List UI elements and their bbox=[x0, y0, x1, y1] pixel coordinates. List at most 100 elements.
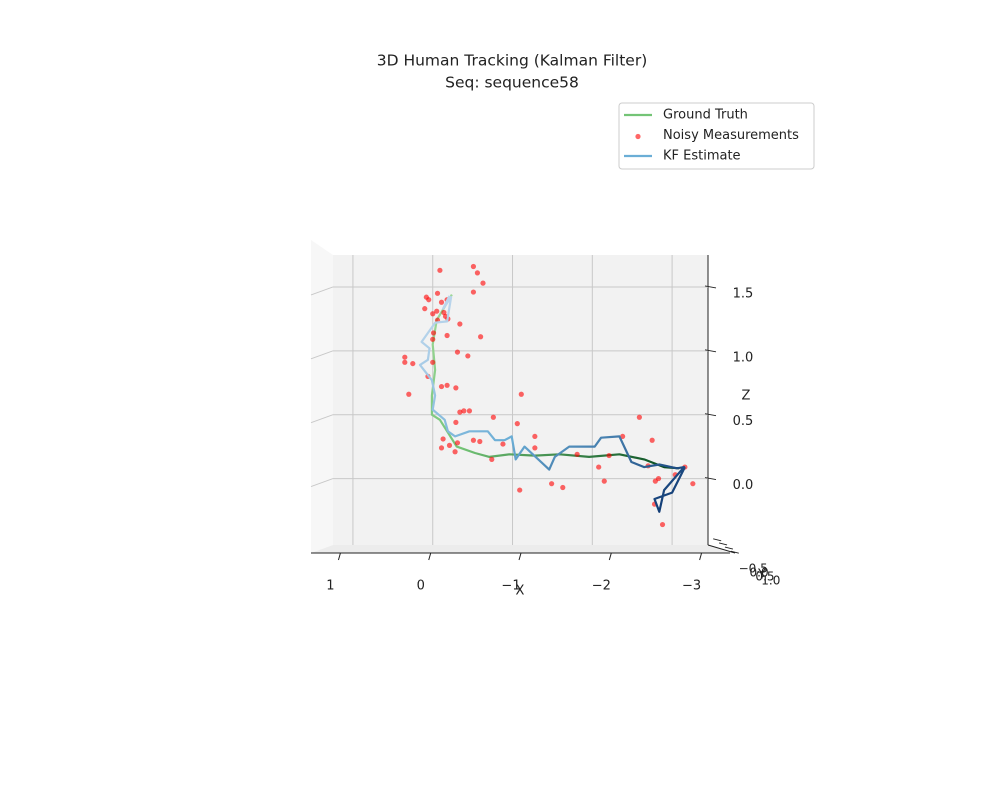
measurement-point bbox=[434, 290, 441, 296]
measurement-point bbox=[444, 382, 450, 388]
x-tick-label: −1 bbox=[501, 579, 520, 594]
measurement-point bbox=[438, 383, 445, 390]
measurement-point bbox=[438, 445, 445, 451]
measurement-point bbox=[477, 438, 483, 445]
measurement-point bbox=[410, 360, 416, 367]
z-tick-label: 1.5 bbox=[733, 286, 754, 301]
legend-label: Ground Truth bbox=[663, 108, 748, 123]
measurement-point bbox=[620, 433, 626, 440]
measurement-point bbox=[489, 456, 495, 463]
y-tick bbox=[724, 546, 734, 550]
y-tick-label: 0.5 bbox=[755, 570, 774, 584]
measurement-point bbox=[470, 437, 477, 443]
measurement-point bbox=[430, 359, 436, 365]
measurement-point bbox=[440, 436, 446, 442]
chart-subtitle: Seq: sequence58 bbox=[445, 74, 579, 92]
measurement-point bbox=[444, 332, 450, 339]
measurement-point bbox=[453, 385, 459, 391]
x-axis-label: X bbox=[516, 584, 525, 599]
x-tick-label: −3 bbox=[682, 579, 701, 594]
measurement-point bbox=[406, 391, 412, 397]
measurement-point bbox=[480, 280, 486, 286]
measurement-point bbox=[430, 330, 437, 336]
measurement-point bbox=[454, 349, 461, 355]
legend bbox=[618, 102, 815, 170]
x-tick bbox=[428, 552, 432, 561]
z-axis-label: Z bbox=[742, 389, 751, 404]
measurement-point bbox=[649, 437, 655, 443]
measurement-point bbox=[430, 311, 436, 317]
z-tick bbox=[704, 349, 717, 353]
measurement-point bbox=[514, 421, 520, 427]
measurement-point bbox=[466, 408, 473, 414]
measurement-point bbox=[470, 263, 477, 270]
measurement-point bbox=[457, 409, 463, 415]
measurement-point bbox=[500, 441, 506, 447]
measurement-point bbox=[453, 419, 459, 425]
z-tick-label: 0.0 bbox=[733, 478, 754, 493]
y-axis-label: Y bbox=[757, 568, 766, 583]
measurement-point bbox=[402, 354, 408, 360]
y-tick-label: −0.5 bbox=[739, 561, 768, 575]
x-tick-label: −2 bbox=[592, 579, 611, 594]
y-tick bbox=[713, 538, 722, 542]
side-pane bbox=[311, 240, 333, 553]
grid-line bbox=[310, 478, 334, 488]
z-tick-label: 0.5 bbox=[733, 414, 754, 429]
measurement-point bbox=[454, 440, 461, 446]
measurement-point bbox=[659, 521, 666, 528]
measurement-point bbox=[474, 270, 481, 276]
measurement-point bbox=[438, 299, 445, 305]
measurement-point bbox=[518, 391, 524, 397]
measurement-point bbox=[690, 481, 696, 487]
legend-label: Noisy Measurements bbox=[663, 128, 799, 143]
x-tick bbox=[518, 552, 522, 561]
measurement-point bbox=[478, 334, 484, 340]
measurement-point bbox=[606, 452, 612, 459]
grid-line bbox=[310, 286, 334, 296]
measurement-point bbox=[457, 321, 463, 327]
chart-title: 3D Human Tracking (Kalman Filter) bbox=[377, 52, 648, 70]
x-tick-label: 1 bbox=[326, 579, 334, 594]
y-tick bbox=[730, 550, 739, 554]
y-tick bbox=[718, 542, 728, 546]
z-tick bbox=[704, 413, 717, 417]
measurement-point bbox=[532, 433, 538, 440]
measurement-point bbox=[560, 484, 566, 491]
measurement-point bbox=[402, 359, 408, 365]
measurement-point bbox=[437, 267, 443, 273]
measurement-point bbox=[596, 464, 602, 470]
measurement-point bbox=[422, 306, 428, 312]
legend-label: KF Estimate bbox=[663, 149, 741, 164]
measurement-point bbox=[470, 289, 477, 295]
grid-line bbox=[310, 414, 334, 424]
measurement-point bbox=[452, 449, 458, 455]
measurement-point bbox=[652, 478, 658, 484]
grid-line bbox=[310, 350, 334, 360]
measurement-point bbox=[532, 445, 538, 451]
z-tick-label: 1.0 bbox=[733, 350, 754, 365]
x-tick bbox=[699, 552, 703, 561]
x-tick-label: 0 bbox=[417, 579, 425, 594]
y-tick-label: 0.0 bbox=[750, 565, 769, 579]
measurement-point bbox=[461, 408, 467, 414]
x-tick bbox=[608, 552, 612, 561]
measurement-point bbox=[574, 451, 580, 457]
z-tick bbox=[704, 285, 717, 289]
trajectory-line bbox=[430, 294, 680, 470]
measurement-point bbox=[465, 353, 471, 359]
measurement-point bbox=[434, 308, 440, 314]
trajectory-line bbox=[418, 295, 686, 513]
y-tick-label: 1.0 bbox=[761, 574, 780, 588]
measurement-point bbox=[601, 478, 607, 484]
measurement-point bbox=[446, 442, 453, 448]
measurement-point bbox=[430, 336, 436, 342]
floor-pane bbox=[311, 545, 730, 553]
measurement-point bbox=[549, 481, 555, 487]
back-pane bbox=[333, 255, 708, 545]
measurement-point bbox=[426, 297, 432, 303]
measurement-point bbox=[517, 487, 523, 493]
measurement-point bbox=[490, 414, 496, 420]
measurement-point bbox=[636, 414, 642, 420]
